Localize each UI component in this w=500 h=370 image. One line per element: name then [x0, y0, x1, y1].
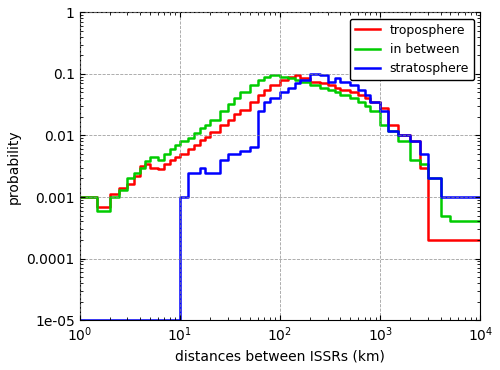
stratosphere: [377, 109, 383, 113]
stratosphere: [262, 100, 268, 104]
stratosphere: [255, 109, 261, 113]
stratosphere: [207, 170, 213, 175]
Legend: troposphere, in between, stratosphere: troposphere, in between, stratosphere: [350, 19, 474, 80]
in between: [268, 73, 274, 78]
troposphere: [355, 93, 361, 98]
in between: [462, 219, 468, 224]
stratosphere: [307, 72, 313, 76]
stratosphere: [146, 318, 152, 322]
stratosphere: [425, 176, 431, 181]
in between: [198, 126, 203, 131]
in between: [478, 219, 484, 224]
X-axis label: distances between ISSRs (km): distances between ISSRs (km): [175, 349, 385, 363]
stratosphere: [317, 73, 323, 78]
stratosphere: [338, 80, 344, 84]
stratosphere: [277, 90, 283, 95]
stratosphere: [385, 128, 391, 133]
stratosphere: [438, 195, 444, 199]
in between: [76, 195, 82, 199]
stratosphere: [224, 152, 230, 156]
stratosphere: [167, 318, 173, 322]
stratosphere: [192, 170, 198, 175]
stratosphere: [395, 133, 401, 138]
stratosphere: [268, 96, 274, 101]
in between: [332, 90, 338, 95]
stratosphere: [478, 195, 484, 199]
in between: [447, 219, 453, 224]
Y-axis label: probability: probability: [7, 129, 21, 204]
troposphere: [76, 195, 82, 199]
troposphere: [478, 238, 484, 242]
stratosphere: [368, 100, 374, 104]
stratosphere: [462, 195, 468, 199]
stratosphere: [162, 318, 168, 322]
troposphere: [192, 143, 198, 147]
stratosphere: [198, 165, 203, 170]
stratosphere: [181, 195, 187, 199]
stratosphere: [237, 149, 243, 154]
stratosphere: [247, 145, 253, 149]
troposphere: [198, 138, 203, 142]
troposphere: [292, 73, 298, 78]
stratosphere: [408, 139, 414, 144]
troposphere: [425, 238, 431, 242]
stratosphere: [347, 83, 353, 88]
stratosphere: [455, 195, 461, 199]
in between: [167, 147, 173, 151]
stratosphere: [292, 81, 298, 86]
stratosphere: [184, 170, 190, 175]
stratosphere: [76, 318, 82, 322]
troposphere: [332, 85, 338, 90]
Line: troposphere: troposphere: [80, 75, 480, 240]
stratosphere: [154, 318, 160, 322]
Line: stratosphere: stratosphere: [80, 74, 480, 320]
in between: [355, 100, 361, 104]
stratosphere: [332, 76, 338, 81]
troposphere: [462, 238, 468, 242]
stratosphere: [362, 93, 368, 98]
stratosphere: [202, 170, 208, 175]
stratosphere: [177, 195, 183, 199]
stratosphere: [417, 152, 423, 156]
stratosphere: [298, 78, 304, 82]
troposphere: [167, 158, 173, 162]
stratosphere: [172, 318, 178, 322]
in between: [192, 131, 198, 135]
stratosphere: [325, 80, 331, 84]
stratosphere: [447, 195, 453, 199]
Line: in between: in between: [80, 75, 480, 222]
stratosphere: [285, 85, 291, 90]
stratosphere: [216, 158, 222, 162]
stratosphere: [355, 88, 361, 92]
